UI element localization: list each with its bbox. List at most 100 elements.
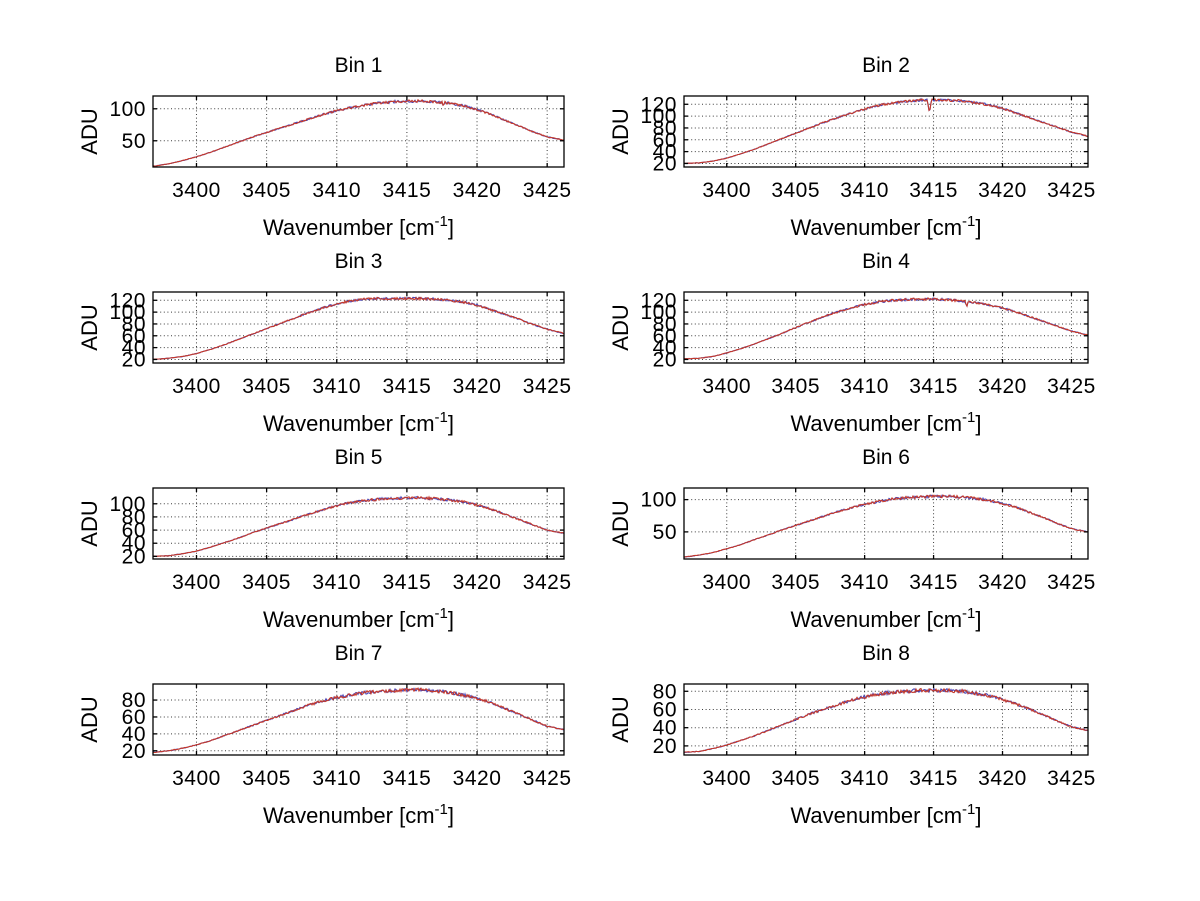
subplot-bin-3: Bin 3 3400 3405 3410 3415 3420 3425 20406080100… <box>77 250 571 436</box>
y-tick-label: 40 <box>653 337 677 360</box>
x-axis-label-main: Wavenumber [cm <box>263 803 435 828</box>
x-tick-label: 3415 <box>909 375 958 398</box>
y-tick-label: 60 <box>653 129 677 152</box>
y-tick-label: 80 <box>653 117 677 140</box>
x-axis-label-close: ] <box>448 803 454 828</box>
spectrum-line-red <box>153 687 564 754</box>
x-axis-label-superscript: -1 <box>962 605 975 622</box>
y-tick-label: 100 <box>109 301 146 324</box>
y-axis-label: ADU <box>608 500 633 546</box>
grid-lines <box>684 292 1088 363</box>
x-axis-label-close: ] <box>975 607 981 632</box>
x-tick-label: 3420 <box>978 375 1027 398</box>
x-tick-label: 3410 <box>312 571 361 594</box>
x-axis-label-close: ] <box>975 803 981 828</box>
axes-box <box>683 487 1089 560</box>
subplot-bin-1: Bin 1 3400 3405 3410 3415 3420 3425 50 100 Wavenu… <box>77 54 571 240</box>
x-axis-label-close: ] <box>975 215 981 240</box>
x-tick-label: 3405 <box>242 375 291 398</box>
x-tick-label: 3400 <box>172 767 221 790</box>
x-axis-label-close: ] <box>448 411 454 436</box>
x-axis-label: Wavenumber [cm-1] <box>263 605 454 632</box>
subplot-bin-6: Bin 6 3400 3405 3410 3415 3420 3425 50 100 Wavenu… <box>608 446 1096 632</box>
spectrum-line-red <box>153 296 564 360</box>
axes-box <box>152 683 565 756</box>
y-tick-label: 120 <box>109 289 146 312</box>
x-axis-label: Wavenumber [cm-1] <box>790 409 981 436</box>
y-axis-label: ADU <box>77 304 102 350</box>
x-tick-label: 3405 <box>242 571 291 594</box>
axes-box <box>683 95 1089 168</box>
y-tick-label: 40 <box>122 532 146 555</box>
x-axis-label-main: Wavenumber [cm <box>263 411 435 436</box>
y-tick-label: 60 <box>122 706 146 729</box>
x-tick-label: 3415 <box>383 375 432 398</box>
spectrum-line-blue <box>684 297 1088 360</box>
x-tick-label: 3420 <box>978 179 1027 202</box>
x-tick-label: 3410 <box>312 375 361 398</box>
x-tick-label: 3410 <box>840 571 889 594</box>
grid-lines <box>153 96 564 167</box>
y-tick-label: 100 <box>640 301 677 324</box>
y-tick-label: 80 <box>653 680 677 703</box>
x-tick-label: 3425 <box>1047 767 1096 790</box>
x-axis-label-main: Wavenumber [cm <box>263 607 435 632</box>
x-tick-label: 3420 <box>453 179 502 202</box>
spectrum-line-blue <box>153 296 564 361</box>
y-tick-label: 60 <box>653 325 677 348</box>
subplot-title: Bin 2 <box>862 54 910 77</box>
y-tick-label: 20 <box>122 348 146 371</box>
x-tick-label: 3415 <box>383 767 432 790</box>
x-axis-label-close: ] <box>448 215 454 240</box>
subplot-bin-4: Bin 4 3400 3405 3410 3415 3420 3425 20406080100… <box>608 250 1095 436</box>
y-tick-label: 60 <box>653 698 677 721</box>
x-tick-label: 3425 <box>523 571 572 594</box>
x-axis-label: Wavenumber [cm-1] <box>790 801 981 828</box>
x-axis-label-superscript: -1 <box>962 409 975 426</box>
y-tick-label: 80 <box>122 506 146 529</box>
x-tick-label: 3425 <box>523 767 572 790</box>
subplot-title: Bin 3 <box>335 250 383 273</box>
x-tick-label: 3425 <box>1047 571 1096 594</box>
x-axis-label-superscript: -1 <box>962 213 975 230</box>
y-tick-label: 40 <box>653 717 677 740</box>
x-axis-label-main: Wavenumber [cm <box>263 215 435 240</box>
y-axis-label: ADU <box>77 108 102 154</box>
x-axis-label-close: ] <box>975 411 981 436</box>
x-axis-label-main: Wavenumber [cm <box>790 411 962 436</box>
spectrum-line-blue <box>153 495 564 557</box>
subplot-title: Bin 5 <box>335 446 383 469</box>
axes-box <box>152 487 565 560</box>
x-tick-label: 3400 <box>702 767 751 790</box>
x-axis-label-superscript: -1 <box>435 213 448 230</box>
x-axis-label-main: Wavenumber [cm <box>790 607 962 632</box>
x-tick-label: 3405 <box>771 767 820 790</box>
axes-box <box>683 683 1089 756</box>
y-tick-label: 60 <box>122 519 146 542</box>
x-tick-label: 3420 <box>978 571 1027 594</box>
subplot-bin-2: Bin 2 3400 3405 3410 3415 3420 3425 20406080100… <box>608 54 1095 240</box>
grid-lines <box>153 488 564 559</box>
y-tick-label: 40 <box>122 337 146 360</box>
y-tick-label: 80 <box>653 313 677 336</box>
grid-lines <box>153 684 564 755</box>
x-axis-label: Wavenumber [cm-1] <box>263 213 454 240</box>
tick-marks <box>153 488 564 559</box>
subplot-title: Bin 8 <box>862 642 910 665</box>
x-axis-label-main: Wavenumber [cm <box>790 215 962 240</box>
x-axis-label-superscript: -1 <box>962 801 975 818</box>
x-tick-label: 3405 <box>771 179 820 202</box>
x-tick-label: 3415 <box>909 571 958 594</box>
axes-box <box>683 291 1089 364</box>
x-axis-label: Wavenumber [cm-1] <box>790 213 981 240</box>
y-tick-label: 20 <box>653 735 677 758</box>
spectrum-line-blue <box>153 98 564 167</box>
y-tick-label: 120 <box>640 93 677 116</box>
y-tick-label: 20 <box>653 152 677 175</box>
y-tick-label: 40 <box>653 141 677 164</box>
x-tick-label: 3410 <box>312 179 361 202</box>
tick-marks <box>153 292 564 363</box>
spectrum-line-red <box>684 687 1088 753</box>
y-tick-label: 80 <box>122 313 146 336</box>
